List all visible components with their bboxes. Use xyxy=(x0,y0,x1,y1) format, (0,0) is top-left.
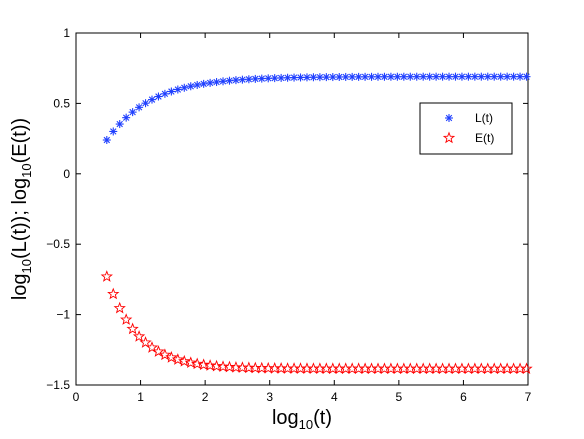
data-point xyxy=(178,354,191,367)
data-point xyxy=(296,73,305,82)
legend-marker xyxy=(445,114,453,122)
data-point xyxy=(173,85,182,94)
data-point xyxy=(113,301,126,314)
data-point xyxy=(406,72,415,81)
axes-layer: 0 1 2 3 4 5 6 7 −1.5 −1 −0.5 0 0.5 1 xyxy=(46,26,531,404)
data-point xyxy=(139,336,152,348)
data-point xyxy=(102,136,111,145)
data-point xyxy=(386,72,395,81)
data-point xyxy=(148,95,157,104)
data-point xyxy=(203,359,217,371)
axis-labels: log10(t) log10(L(t)); log10(E(t)) xyxy=(9,118,332,432)
series-E xyxy=(100,270,533,375)
x-tick-label: 3 xyxy=(266,390,273,404)
data-point xyxy=(522,72,531,81)
x-tick-label: 4 xyxy=(331,390,338,404)
data-point xyxy=(520,362,533,375)
data-point xyxy=(219,77,228,86)
data-point xyxy=(180,83,189,92)
data-point xyxy=(367,72,376,81)
data-point xyxy=(445,72,454,81)
legend-marker xyxy=(442,131,456,144)
data-point xyxy=(132,330,146,342)
data-point xyxy=(126,322,139,335)
data-point xyxy=(206,78,215,87)
legend-label: L(t) xyxy=(475,111,493,125)
y-tick-label: −1 xyxy=(56,308,70,322)
x-tick-label: 7 xyxy=(525,390,532,404)
x-axis-label: log10(t) xyxy=(272,407,332,432)
data-point xyxy=(120,313,133,325)
x-tick-label: 5 xyxy=(396,390,403,404)
data-point xyxy=(158,348,172,361)
data-point xyxy=(141,99,150,108)
y-tick-label: 0 xyxy=(63,167,70,181)
x-tick-label: 1 xyxy=(137,390,144,404)
data-point xyxy=(122,113,131,122)
data-point xyxy=(107,287,120,300)
data-point xyxy=(109,127,118,136)
data-point xyxy=(197,358,210,371)
data-point xyxy=(100,270,113,282)
data-point xyxy=(154,92,163,101)
plot-frame xyxy=(75,32,529,386)
data-point xyxy=(167,87,176,96)
series-L xyxy=(102,72,531,145)
data-point xyxy=(483,72,492,81)
y-tick-label: −1.5 xyxy=(46,378,70,392)
data-point xyxy=(135,103,144,112)
y-axis-label: log10(L(t)); log10(E(t)) xyxy=(9,118,34,300)
y-tick-label: 1 xyxy=(63,26,70,40)
data-point xyxy=(152,345,165,357)
data-point xyxy=(354,72,363,81)
data-point xyxy=(160,89,169,98)
data-point xyxy=(115,120,124,129)
legend-box xyxy=(419,102,513,155)
data-point xyxy=(191,357,204,370)
y-tick-label: −0.5 xyxy=(46,237,70,251)
plot-area xyxy=(75,32,529,386)
series-layer xyxy=(100,72,533,375)
data-point xyxy=(264,74,273,83)
data-point xyxy=(171,353,184,365)
data-point xyxy=(193,80,202,89)
x-tick-label: 6 xyxy=(460,390,467,404)
data-point xyxy=(290,73,299,82)
data-point xyxy=(186,82,195,91)
data-point xyxy=(212,78,221,87)
data-point xyxy=(199,79,208,88)
legend-label: E(t) xyxy=(475,131,494,145)
data-point xyxy=(309,73,318,82)
data-point xyxy=(184,356,197,369)
data-point xyxy=(165,351,178,363)
x-tick-label: 2 xyxy=(202,390,209,404)
legend: L(t) E(t) xyxy=(419,102,513,155)
data-point xyxy=(145,341,159,353)
y-tick-label: 0.5 xyxy=(53,96,70,110)
x-tick-label: 0 xyxy=(73,390,80,404)
data-point xyxy=(412,72,421,81)
data-point xyxy=(128,108,137,117)
